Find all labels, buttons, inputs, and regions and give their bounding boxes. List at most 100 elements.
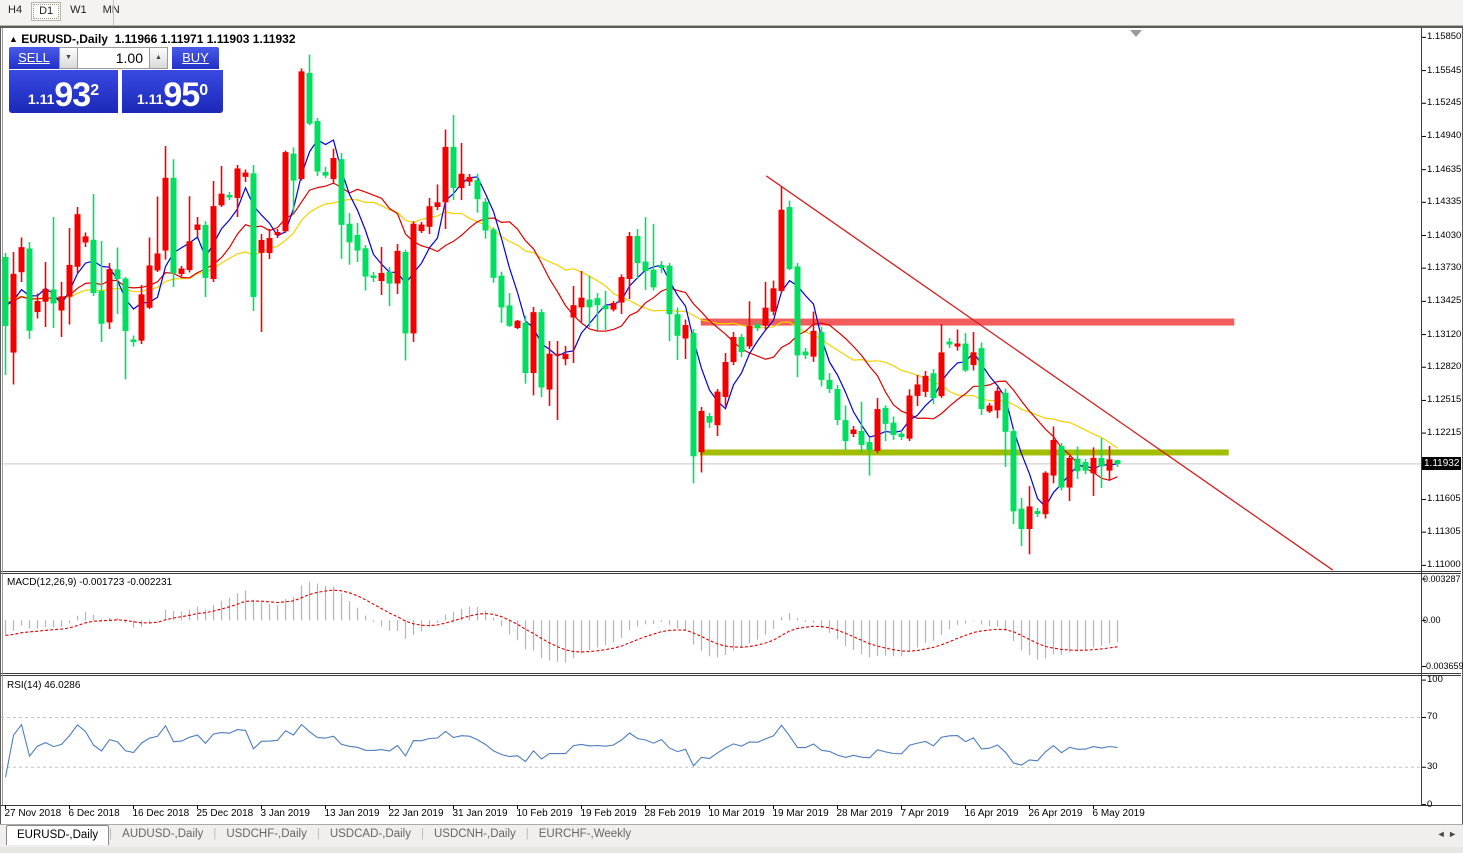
- buy-price-display[interactable]: 1.11 95 0: [122, 70, 223, 113]
- candle-body: [730, 336, 737, 363]
- price-axis-label: 1.12215: [1427, 427, 1462, 439]
- candle-body: [42, 288, 49, 302]
- date-axis-label: 28 Mar 2019: [836, 808, 893, 819]
- candle-body: [1010, 431, 1017, 512]
- tab-usdcnhdaily[interactable]: USDCNH-,Daily: [433, 828, 516, 840]
- candle-body: [802, 351, 809, 356]
- candle-body: [770, 288, 777, 312]
- timeframe-button-w1[interactable]: W1: [70, 4, 87, 16]
- volume-increase-button[interactable]: ▲: [149, 47, 168, 69]
- rsi-axis-label: 30: [1427, 761, 1438, 773]
- candle-body: [386, 271, 393, 284]
- candle-body: [82, 236, 89, 243]
- date-axis-label: 6 May 2019: [1092, 808, 1145, 819]
- candle-body: [338, 159, 345, 225]
- sell-button[interactable]: SELL: [9, 47, 59, 69]
- tab-eurusddaily[interactable]: EURUSD-,Daily: [6, 825, 110, 845]
- candle-body: [170, 177, 177, 274]
- candle-body: [762, 307, 769, 326]
- candle-body: [218, 193, 225, 206]
- one-click-trading-panel: SELL ▼ 1.00 ▲ BUY 1.11 93 2 1.11 95 0: [9, 47, 223, 113]
- candle-body: [954, 343, 961, 347]
- candle-body: [50, 289, 57, 304]
- tab-usdcaddaily[interactable]: USDCAD-,Daily: [329, 828, 411, 840]
- chart-shift-marker[interactable]: [1130, 30, 1142, 37]
- candle-body: [578, 297, 585, 308]
- candle-body: [874, 409, 881, 451]
- price-axis-label: 1.13730: [1427, 262, 1462, 274]
- date-axis-label: 22 Jan 2019: [388, 808, 444, 819]
- candle-body: [122, 278, 129, 331]
- candle-body: [618, 277, 625, 303]
- candle-body: [90, 239, 97, 293]
- date-axis-label: 6 Dec 2018: [68, 808, 120, 819]
- candle-body: [682, 324, 689, 339]
- candle-body: [1106, 459, 1113, 471]
- volume-decrease-button[interactable]: ▼: [59, 47, 78, 69]
- date-axis-label: 3 Jan 2019: [260, 808, 311, 819]
- buy-button[interactable]: BUY: [172, 47, 219, 69]
- sell-price-display[interactable]: 1.11 93 2: [9, 70, 118, 113]
- candle-body: [354, 234, 361, 251]
- candle-body: [10, 273, 17, 353]
- candle-body: [1042, 472, 1049, 515]
- candle-body: [978, 348, 985, 410]
- candle-body: [178, 268, 185, 275]
- date-axis-label: 19 Feb 2019: [580, 808, 637, 819]
- tab-usdchfdaily[interactable]: USDCHF-,Daily: [226, 828, 307, 840]
- macd-label: MACD(12,26,9) -0.001723 -0.002231: [7, 577, 173, 588]
- status-strip: [0, 847, 1463, 853]
- rsi-axis-label: 70: [1427, 711, 1438, 723]
- candle-body: [538, 312, 545, 388]
- collapse-icon[interactable]: ▲: [9, 34, 18, 44]
- candle-body: [474, 180, 481, 200]
- candle-body: [554, 353, 561, 356]
- price-axis-label: 1.12820: [1427, 361, 1462, 373]
- candle-body: [1026, 506, 1033, 529]
- candle-body: [530, 312, 537, 374]
- candle-body: [594, 298, 601, 306]
- macd-axis-label: -0.003659: [1423, 661, 1463, 672]
- volume-input[interactable]: 1.00: [78, 47, 149, 69]
- candle-body: [498, 275, 505, 308]
- date-axis-label: 10 Mar 2019: [708, 808, 765, 819]
- candle-body: [1058, 446, 1065, 488]
- main-plot-background: [1, 29, 1461, 571]
- tabs-scroll-right[interactable]: ►: [1448, 829, 1457, 839]
- candle-body: [946, 341, 953, 345]
- resistance-line[interactable]: [700, 318, 1235, 326]
- chart-canvas[interactable]: [1, 28, 1462, 822]
- candle-body: [146, 265, 153, 308]
- support-line[interactable]: [699, 449, 1229, 456]
- tab-separator: |: [420, 828, 424, 840]
- tab-separator: |: [213, 828, 217, 840]
- candle-body: [634, 236, 641, 264]
- candle-body: [18, 247, 25, 273]
- price-axis-label: 1.15850: [1427, 31, 1462, 43]
- timeframe-button-h4[interactable]: H4: [8, 4, 23, 16]
- tab-audusddaily[interactable]: AUDUSD-,Daily: [122, 828, 204, 840]
- candle-body: [514, 320, 521, 329]
- candle-body: [410, 223, 417, 334]
- candle-body: [106, 269, 113, 323]
- tabs-scroll-left[interactable]: ◄: [1436, 829, 1446, 839]
- tab-eurchfweekly[interactable]: EURCHF-,Weekly: [538, 828, 632, 840]
- candle-body: [850, 429, 857, 434]
- candle-body: [490, 229, 497, 278]
- candle-body: [658, 265, 665, 268]
- chart-tab-bar: EURUSD-,Daily | AUDUSD-,Daily | USDCHF-,Dail…: [0, 824, 1463, 848]
- timeframe-button-mn[interactable]: MN: [102, 4, 120, 16]
- tab-separator: |: [316, 828, 320, 840]
- candle-body: [586, 299, 593, 308]
- candle-body: [746, 325, 753, 347]
- toolbar-separator: [113, 0, 114, 25]
- candle-body: [1090, 457, 1097, 474]
- timeframe-button-d1[interactable]: D1: [31, 2, 62, 21]
- trendline[interactable]: [765, 175, 1334, 571]
- candle-body: [642, 261, 649, 272]
- candle-body: [314, 120, 321, 172]
- candle-body: [794, 266, 801, 356]
- candle-body: [66, 264, 73, 297]
- date-axis-label: 19 Mar 2019: [772, 808, 829, 819]
- candle-body: [2, 256, 9, 326]
